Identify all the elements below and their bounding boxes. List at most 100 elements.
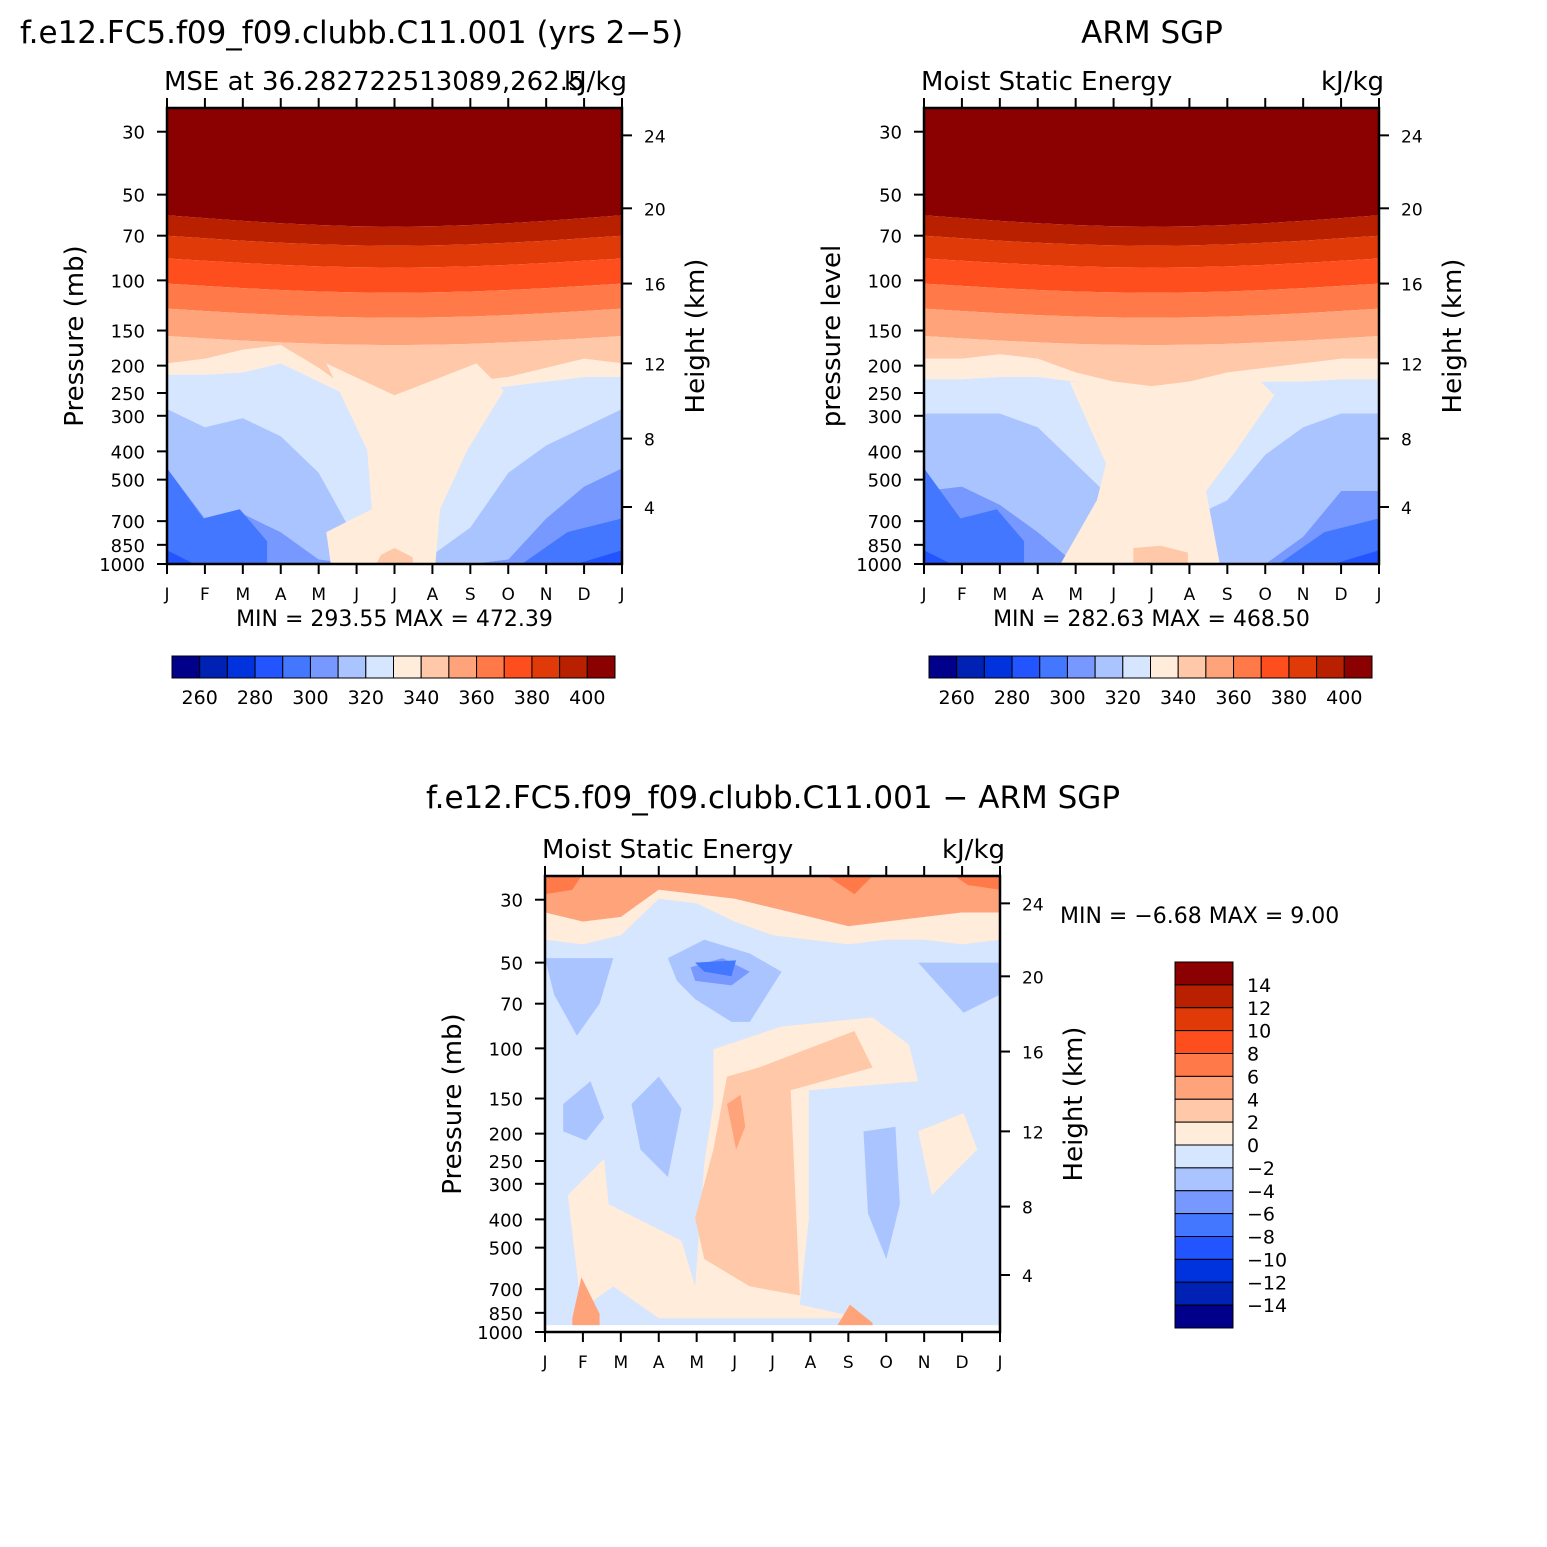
diff-strat-blue-right: [918, 962, 1000, 1013]
diff-colorbar-label: 8: [1247, 1044, 1259, 1066]
obs-colorbar-label: 280: [994, 687, 1030, 709]
model-x-tick-label: J: [163, 585, 169, 605]
mse-band-380: [924, 235, 1379, 268]
mse-band-330a: [167, 345, 622, 409]
obs-y-tick-label: 300: [868, 407, 902, 428]
obs-colorbar: 260 280 300 320 340 360 380 400: [928, 655, 1373, 709]
obs-height-tick-label: 4: [1401, 499, 1412, 519]
obs-min-max: MIN = 282.63 MAX = 468.50: [993, 607, 1310, 632]
model-x-tick-label: N: [540, 585, 553, 605]
obs-colorbar-swatch: [1122, 655, 1151, 679]
model-colorbar: 260 280 300 320 340 360 380 400: [171, 655, 616, 709]
obs-y-tick-label: 400: [868, 442, 902, 463]
diff-top-warm: [545, 876, 1000, 927]
mse-band-340: [924, 336, 1379, 387]
diff-y-tick-label: 300: [489, 1175, 523, 1196]
diff-colorbar-swatch: [1174, 1007, 1234, 1032]
obs-colorbar-swatch: [983, 655, 1013, 679]
model-height-tick-label: 16: [644, 276, 666, 296]
mse-summer-core: [1133, 545, 1188, 564]
diff-x-tick-label: O: [880, 1353, 893, 1373]
diff-y-tick-label: 70: [500, 995, 523, 1016]
mse-winter-deep-right: [576, 550, 622, 564]
mse-band-380: [167, 235, 622, 268]
obs-colorbar-swatch: [928, 655, 958, 679]
diff-warm-right: [918, 1113, 978, 1196]
obs-y-tick-label: 50: [879, 186, 902, 207]
diff-colorbar-swatch: [1174, 1236, 1234, 1260]
model-x-tick-label: O: [502, 585, 515, 605]
obs-subtitle-right: kJ/kg: [1321, 67, 1384, 97]
diff-colorbar-label: 12: [1247, 998, 1271, 1020]
obs-colorbar-swatch: [1039, 655, 1068, 679]
model-panel: MSE at 36.282722513089,262.5kJ/kg J F M A M J J…: [60, 67, 711, 709]
mse-band-300: [167, 468, 622, 564]
model-colorbar-swatch: [254, 655, 284, 679]
model-height-tick-label: 12: [644, 355, 666, 375]
diff-top-core-right: [954, 876, 1000, 890]
diff-top-core-mid: [827, 876, 873, 895]
obs-y-tick-label: 700: [868, 512, 902, 533]
diff-y-tick-label: 250: [489, 1152, 523, 1173]
model-x-tick-label: F: [200, 585, 210, 605]
model-y-tick-label: 850: [111, 536, 145, 557]
diff-colorbar-swatch: [1174, 1075, 1234, 1100]
model-y-tick-label: 1000: [99, 555, 145, 576]
obs-colorbar-swatch: [1205, 655, 1235, 679]
diff-x-tick-label: M: [689, 1353, 704, 1373]
diff-y-tick-label: 1000: [477, 1323, 523, 1344]
obs-x-tick-label: M: [992, 585, 1007, 605]
model-subtitle-right: kJ/kg: [564, 67, 627, 97]
obs-colorbar-swatch: [1233, 655, 1262, 679]
mse-winter-core-right: [1278, 518, 1379, 564]
model-colorbar-swatch: [282, 655, 311, 679]
model-x-tick-label: M: [311, 585, 326, 605]
model-y-tick-label: 400: [111, 442, 145, 463]
obs-y-tick-label: 850: [868, 536, 902, 557]
obs-colorbar-swatch: [1177, 655, 1207, 679]
obs-colorbar-swatch: [956, 655, 985, 679]
model-y-tick-label: 250: [111, 384, 145, 405]
model-x-tick-label: A: [275, 585, 287, 605]
diff-figure-title: f.e12.FC5.f09_f09.clubb.C11.001 − ARM SG…: [426, 780, 1120, 816]
diff-strat-blue-left: [545, 958, 614, 1036]
model-height-tick-label: 20: [644, 200, 666, 220]
model-subtitle-left: MSE at 36.282722513089,262.5: [164, 67, 585, 97]
obs-x-tick-label: J: [1110, 585, 1116, 605]
diff-colorbar-swatch: [1174, 984, 1234, 1009]
model-min-max: MIN = 293.55 MAX = 472.39: [236, 607, 553, 632]
model-colorbar-swatch: [337, 655, 367, 679]
diff-y-tick-label: 200: [489, 1125, 523, 1146]
obs-height-tick-label: 8: [1401, 431, 1412, 451]
diff-colorbar-swatch: [1174, 1258, 1234, 1283]
model-colorbar-swatch: [365, 655, 394, 679]
mse-band-370: [924, 258, 1379, 293]
obs-y-tick-label: 30: [879, 123, 902, 144]
model-colorbar-label: 400: [569, 687, 605, 709]
diff-colorbar-label: 4: [1247, 1089, 1259, 1111]
obs-colorbar-swatch: [1343, 655, 1373, 679]
obs-height-tick-label: 20: [1401, 200, 1423, 220]
model-y-tick-label: 70: [122, 227, 145, 248]
model-colorbar-swatch: [503, 655, 533, 679]
obs-y-axis-title: pressure level: [817, 245, 847, 427]
model-colorbar-swatch: [226, 655, 256, 679]
model-colorbar-swatch: [448, 655, 478, 679]
obs-colorbar-swatch: [1316, 655, 1345, 679]
obs-x-tick-label: J: [920, 585, 926, 605]
diff-subtitle-right: kJ/kg: [942, 835, 1005, 865]
diff-colorbar-label: −6: [1247, 1204, 1275, 1226]
diff-x-tick-label: D: [956, 1353, 969, 1373]
diff-x-tick-label: A: [653, 1353, 665, 1373]
diff-y-tick-label: 50: [500, 954, 523, 975]
obs-colorbar-swatch: [1260, 655, 1290, 679]
model-height-tick-label: 4: [644, 499, 655, 519]
obs-colorbar-swatch: [1066, 655, 1096, 679]
model-y-tick-label: 700: [111, 512, 145, 533]
diff-y-tick-label: 400: [489, 1210, 523, 1231]
mse-summer-tongue: [326, 363, 504, 564]
diff-y-tick-label: 850: [489, 1304, 523, 1325]
mse-band-390: [167, 215, 622, 246]
obs-x-tick-label: A: [1032, 585, 1044, 605]
diff-x-tick-label: J: [541, 1353, 547, 1373]
